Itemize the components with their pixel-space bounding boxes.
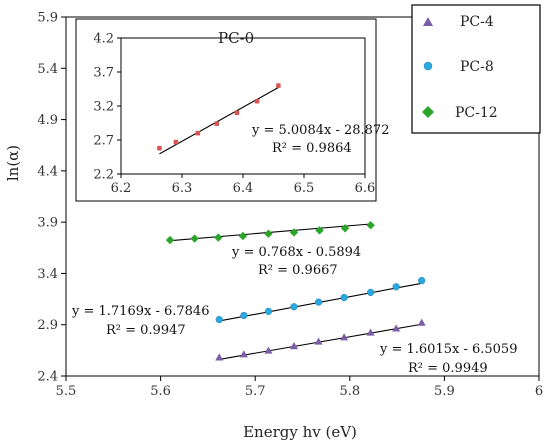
pc0-fit-r2: R² = 0.9864 [272,141,352,156]
main-s2-point-5 [289,228,299,237]
inset-y-tick-label-2: 3.2 [93,100,114,115]
main-y-tick-label-4: 4.4 [37,164,58,179]
main-y-tick-label-7: 5.9 [37,11,58,26]
main-s2-point-3 [238,231,248,241]
main-s1-point-0 [215,315,223,324]
main-y-tick-label-6: 5.4 [37,62,58,77]
main-x-tick-label-0: 5.5 [56,384,77,399]
inset-y-tick-label-3: 3.7 [93,66,114,81]
main-s2-point-4 [264,229,273,238]
legend: PC-4 PC-8 PC-12 [411,4,541,134]
inset-chart: 6.2 6.3 6.4 6.5 6.6 2.2 2.7 3.2 3.7 4.2 PC-0 y = … [75,18,389,202]
inset-x-tick-label-3: 6.5 [294,181,315,196]
main-s1-point-8 [418,276,426,285]
inset-point-layer [157,83,281,151]
pc4-fit-equation: y = 1.6015x - 6.5059 [379,342,517,357]
main-s2-point-8 [366,221,375,230]
main-y-tick-label-0: 2.4 [37,370,58,385]
legend-pc4-marker [423,17,433,26]
main-s2-point-6 [315,226,324,235]
main-x-tick-label-2: 5.7 [245,384,266,399]
main-s0-point-0 [215,353,224,361]
inset-s0-point-4 [234,110,240,116]
main-x-tick-label-4: 5.9 [434,384,455,399]
inset-s0-point-5 [254,99,260,104]
inset-x-tick-label-2: 6.4 [233,181,254,196]
main-s0-point-4 [314,337,323,345]
main-x-tick-label-5: 6 [535,384,543,399]
main-s2-point-0 [165,235,175,245]
inset-y-tick-label-4: 4.2 [93,32,114,47]
inset-x-tick-label-0: 6.2 [111,181,132,196]
inset-s0-point-3 [214,121,220,126]
main-s0-point-2 [264,346,273,354]
main-s0-point-7 [392,324,401,332]
main-s1-point-3 [290,303,298,311]
inset-x-tick-label-4: 6.6 [355,181,376,196]
inset-s0-point-1 [173,139,179,145]
y-axis-title: ln(α) [4,145,22,181]
main-s2-point-1 [190,234,199,243]
inset-y-tick-label-0: 2.2 [93,168,114,183]
main-point-layer [165,221,426,361]
legend-pc12-label: PC-12 [455,105,498,121]
main-s1-point-2 [264,307,273,315]
pc8-fit-equation: y = 1.7169x - 6.7846 [71,304,209,319]
inset-s0-fit-line [159,87,279,155]
legend-pc8-marker [423,61,433,71]
inset-tick-layer: 6.2 6.3 6.4 6.5 6.6 2.2 2.7 3.2 3.7 4.2 [93,32,375,197]
main-s0-point-3 [289,342,298,350]
pc0-fit-equation: y = 5.0084x - 28.872 [251,123,389,138]
main-s1-point-7 [392,283,400,291]
main-tick-layer: 5.5 5.6 5.7 5.8 5.9 6 2.4 2.9 3.4 3.9 4.4 4.9 5.4 5.9 [37,11,543,400]
main-y-tick-label-3: 3.9 [37,216,58,231]
main-s0-point-6 [366,328,375,336]
inset-s0-point-6 [276,83,281,88]
main-s2-point-7 [340,224,350,233]
main-y-tick-label-2: 3.4 [37,267,58,282]
main-y-tick-label-1: 2.9 [37,318,58,333]
pc12-fit-equation: y = 0.768x - 0.5894 [231,245,361,260]
x-axis-title: Energy hv (eV) [243,423,357,441]
inset-s0-point-0 [157,145,162,151]
pc4-fit-r2: R² = 0.9949 [408,361,488,376]
pc12-fit-r2: R² = 0.9667 [258,263,338,278]
main-s1-point-6 [367,288,375,297]
main-s0-point-1 [239,350,248,358]
legend-pc12-marker [422,106,434,118]
main-s2-point-2 [214,233,223,242]
main-y-tick-label-5: 4.9 [37,113,58,128]
legend-pc8-label: PC-8 [460,59,494,75]
main-x-tick-label-1: 5.6 [150,384,171,399]
inset-x-tick-label-1: 6.3 [172,181,193,196]
main-s1-point-4 [314,298,323,306]
inset-fit-layer [159,87,279,155]
main-plot-frame [65,16,540,377]
main-s1-point-5 [340,293,348,302]
inset-panel [75,18,377,202]
inset-title: PC-0 [218,29,254,47]
main-s0-point-5 [340,333,349,341]
main-s0-point-8 [417,318,426,326]
inset-s0-point-2 [195,130,201,136]
main-s1-point-1 [240,311,248,320]
inset-y-tick-label-1: 2.7 [93,134,114,149]
main-x-tick-label-3: 5.8 [339,384,360,399]
legend-pc4-label: PC-4 [460,14,494,30]
pc8-fit-r2: R² = 0.9947 [106,323,186,338]
